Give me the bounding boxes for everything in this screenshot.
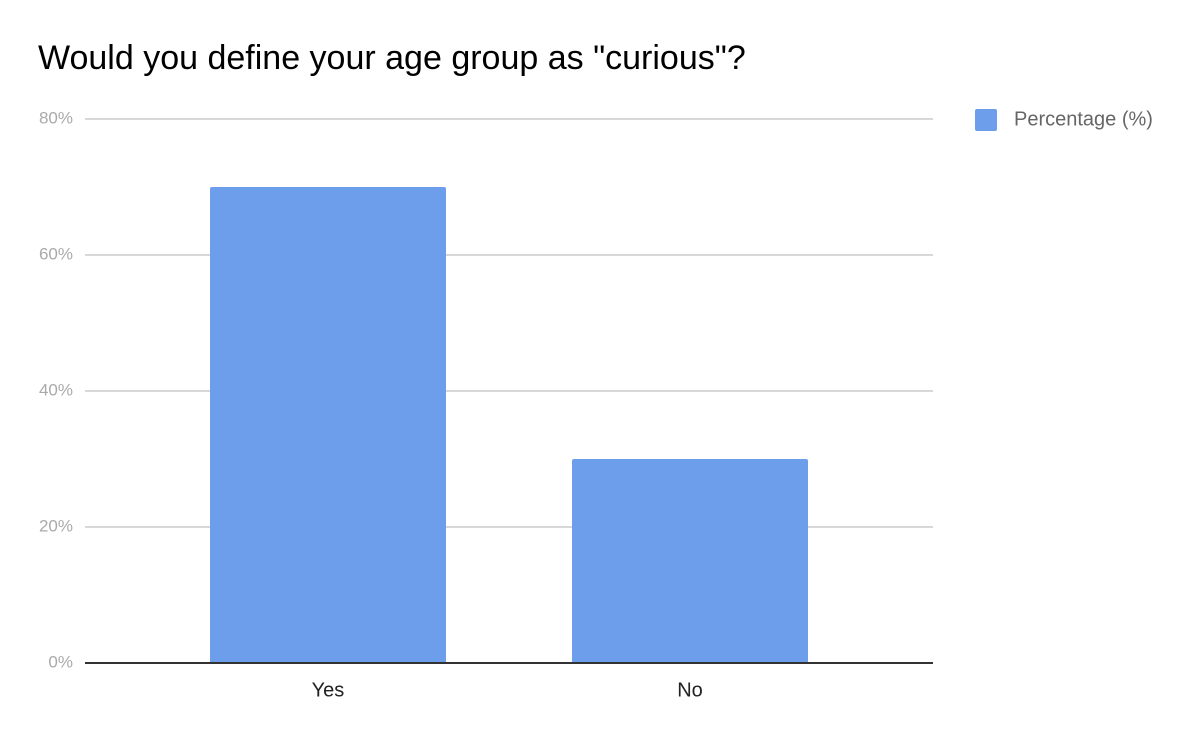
- legend-swatch: [975, 109, 997, 131]
- y-tick-label: 80%: [39, 108, 73, 127]
- y-tick-label: 0%: [48, 652, 73, 671]
- y-tick-label: 60%: [39, 244, 73, 263]
- y-tick-label: 20%: [39, 516, 73, 535]
- chart-title: Would you define your age group as "curi…: [38, 39, 746, 77]
- bar: [210, 187, 446, 663]
- x-tick-label: Yes: [312, 679, 345, 701]
- x-tick-label: No: [677, 679, 703, 701]
- y-tick-label: 40%: [39, 380, 73, 399]
- bar: [572, 459, 808, 663]
- legend-label: Percentage (%): [1014, 108, 1153, 130]
